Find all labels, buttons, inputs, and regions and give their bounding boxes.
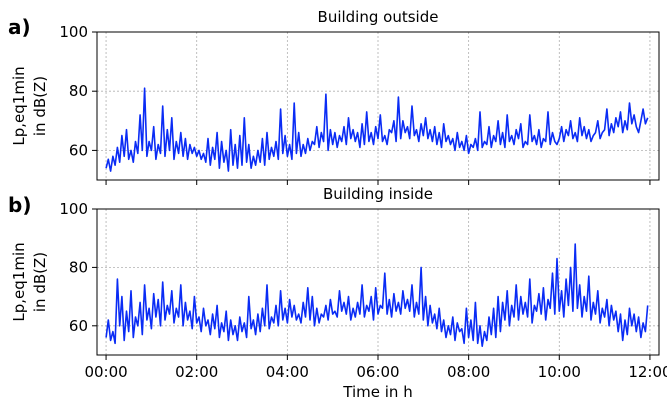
x-tick-label: 12:00 bbox=[628, 363, 667, 381]
chart-title: Building outside bbox=[318, 8, 439, 26]
chart-title: Building inside bbox=[323, 185, 433, 203]
y-axis-label-line-1: Lp,eq1min bbox=[10, 242, 28, 321]
x-tick-label: 08:00 bbox=[447, 363, 490, 381]
x-tick-label: 02:00 bbox=[175, 363, 218, 381]
chart-panel-2: 60 80 100 00:00 02:00 04:00 06:00 08:00 10:00 12:… bbox=[8, 185, 667, 401]
y-axis-label-line-2: in dB(Z) bbox=[31, 76, 49, 136]
x-axis-label: Time in h bbox=[342, 383, 412, 401]
y-tick-label: 60 bbox=[69, 141, 88, 159]
y-tick-label: 80 bbox=[69, 258, 88, 276]
series-line bbox=[105, 243, 649, 348]
y-axis-label-line-1: Lp,eq1min bbox=[10, 66, 28, 145]
x-tick-label: 00:00 bbox=[84, 363, 127, 381]
y-tick-label: 100 bbox=[59, 23, 88, 41]
panel-label: a) bbox=[8, 15, 31, 39]
x-tick-label: 04:00 bbox=[266, 363, 309, 381]
y-tick-label: 80 bbox=[69, 82, 88, 100]
x-tick-label: 10:00 bbox=[538, 363, 581, 381]
y-tick-label: 60 bbox=[69, 317, 88, 335]
panel-label: b) bbox=[8, 193, 31, 217]
x-tick-label: 06:00 bbox=[356, 363, 399, 381]
chart-panel-1: 60 80 100 Building outside a) Lp,eq1min in dB(… bbox=[8, 8, 660, 185]
y-axis-label-line-2: in dB(Z) bbox=[31, 252, 49, 312]
y-tick-label: 100 bbox=[59, 200, 88, 218]
series-line bbox=[105, 87, 649, 172]
